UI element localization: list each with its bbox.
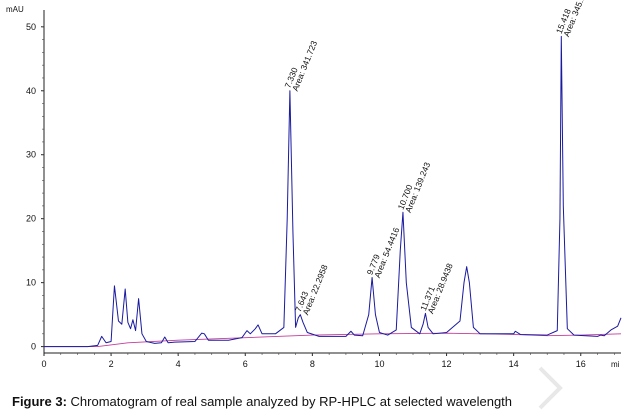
x-tick-label: 8: [310, 359, 315, 369]
y-tick-label: 50: [26, 22, 36, 32]
x-tick-label: 6: [243, 359, 248, 369]
peak-area: Area: 341.723: [290, 39, 319, 93]
x-axis-unit: mi: [611, 360, 620, 369]
x-tick-label: 12: [442, 359, 452, 369]
chart-ticks: 0 10 20 30 40 50 0 2 4 6 8 10 12 14 16 mAU mi: [6, 5, 620, 369]
y-axis-unit: mAU: [6, 5, 24, 14]
caption-label: Figure 3:: [12, 394, 67, 409]
x-tick-label: 4: [176, 359, 181, 369]
caption-text: Chromatogram of real sample analyzed by …: [66, 394, 513, 409]
y-tick-label: 20: [26, 214, 36, 224]
x-tick-label: 2: [109, 359, 114, 369]
y-tick-label: 40: [26, 86, 36, 96]
chart-series: [44, 35, 622, 348]
x-tick-label: 10: [374, 359, 384, 369]
y-tick-label: 30: [26, 150, 36, 160]
x-tick-label: 0: [41, 359, 46, 369]
peak-area: Area: 22.2958: [300, 263, 329, 317]
chromatogram-trace: [44, 35, 622, 348]
figure-caption: Figure 3: Chromatogram of real sample an…: [12, 394, 512, 409]
x-tick-label: 16: [576, 359, 586, 369]
baseline-trace: [44, 332, 622, 348]
watermark-chevron-icon: [538, 366, 563, 410]
chart-axes: [43, 10, 621, 354]
y-tick-label: 10: [26, 278, 36, 288]
x-tick-label: 14: [509, 359, 519, 369]
peak-area: Area: 54.4416: [372, 226, 401, 280]
y-tick-label: 0: [31, 342, 36, 352]
